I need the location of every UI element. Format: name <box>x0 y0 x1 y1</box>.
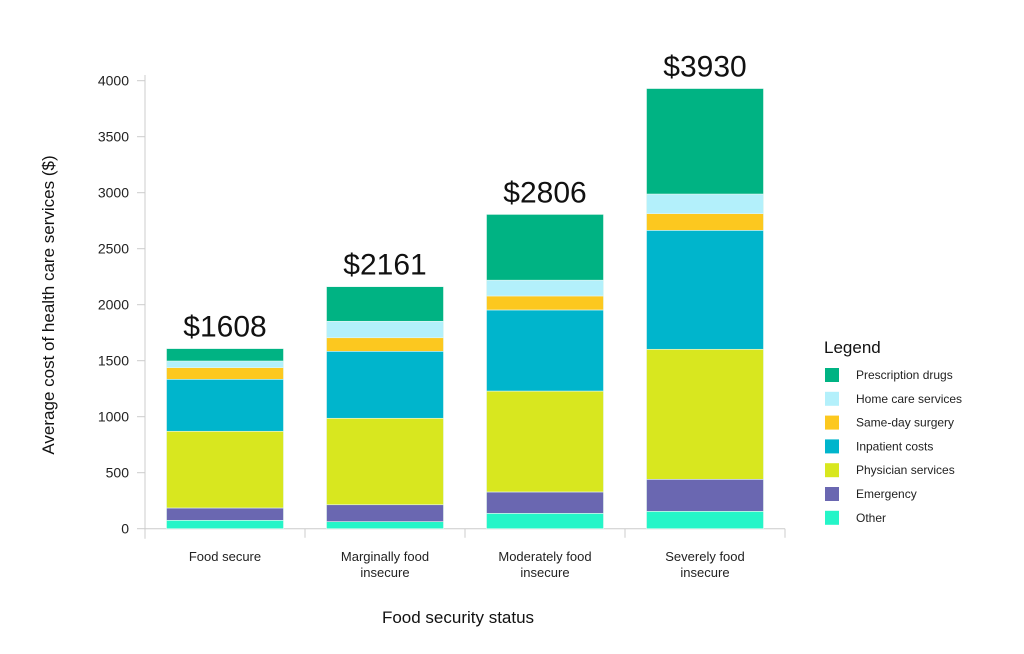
bar-segment-physician-services <box>166 430 284 509</box>
bars <box>166 88 764 530</box>
x-tick-label: insecure <box>520 565 569 580</box>
bar-segment-emergency <box>486 491 604 514</box>
legend-label: Other <box>856 511 886 525</box>
bar-segment-emergency <box>646 479 764 512</box>
x-tick-label: insecure <box>360 565 409 580</box>
total-label: $2161 <box>343 249 426 282</box>
y-tick-label: 500 <box>106 465 130 481</box>
bar-segment-prescription-drugs <box>326 286 444 322</box>
legend-swatch <box>825 439 839 454</box>
legend-swatch <box>825 463 839 478</box>
x-tick-label: Food secure <box>189 549 261 564</box>
bar-segment-physician-services <box>646 348 764 480</box>
y-tick-label: 0 <box>121 521 129 537</box>
bar-segment-inpatient-costs <box>646 230 764 350</box>
legend-swatch <box>825 368 839 382</box>
bar-segment-home-care-services <box>646 193 764 214</box>
legend-swatch <box>825 391 839 406</box>
bar-segment-emergency <box>166 507 284 521</box>
legend-title: Legend <box>824 338 881 357</box>
x-axis-title: Food security status <box>382 608 534 627</box>
bar-segment-home-care-services <box>166 360 284 368</box>
bar-segment-same-day-surgery <box>166 367 284 380</box>
legend-label: Emergency <box>856 487 917 501</box>
bar-segment-home-care-services <box>326 320 444 339</box>
bar-segment-other <box>326 521 444 529</box>
bar-segment-inpatient-costs <box>166 378 284 432</box>
y-tick-label: 1000 <box>98 409 129 425</box>
y-tick-label: 3000 <box>98 185 129 201</box>
x-tick-label: Moderately food <box>498 549 591 564</box>
y-tick-label: 1500 <box>98 353 129 369</box>
total-label: $3930 <box>663 51 746 84</box>
y-axis-title: Average cost of health care services ($) <box>39 155 58 454</box>
bar-segment-other <box>486 513 604 530</box>
bar-segment-other <box>166 519 284 529</box>
total-label: $2806 <box>503 176 586 209</box>
bar-segment-same-day-surgery <box>486 295 604 311</box>
legend-label: Home care services <box>856 392 962 406</box>
legend-label: Prescription drugs <box>856 368 953 382</box>
bar-segment-inpatient-costs <box>486 309 604 392</box>
bar-segment-physician-services <box>326 417 444 506</box>
legend-label: Physician services <box>856 463 955 477</box>
y-tick-label: 4000 <box>98 73 129 89</box>
legend-label: Inpatient costs <box>856 439 933 453</box>
bar-segment-prescription-drugs <box>646 88 764 195</box>
legend-swatch <box>825 487 839 501</box>
y-tick-label: 3500 <box>98 129 129 145</box>
bar-segment-home-care-services <box>486 279 604 297</box>
y-tick-label: 2000 <box>98 297 129 313</box>
x-tick-label: Severely food <box>665 549 745 564</box>
total-label: $1608 <box>183 311 266 344</box>
legend: Legend Prescription drugs Home care servi… <box>824 338 962 525</box>
bar-segment-other <box>646 511 764 529</box>
bar-segment-same-day-surgery <box>326 337 444 352</box>
bar-segment-same-day-surgery <box>646 213 764 231</box>
bar-segment-prescription-drugs <box>486 214 604 281</box>
y-tick-label: 2500 <box>98 241 129 257</box>
bar-segment-inpatient-costs <box>326 350 444 419</box>
bar-segment-physician-services <box>486 390 604 493</box>
legend-label: Same-day surgery <box>856 416 954 430</box>
bar-segment-prescription-drugs <box>166 348 284 362</box>
legend-swatch <box>825 415 839 430</box>
bar-segment-emergency <box>326 504 444 522</box>
legend-swatch <box>825 510 839 525</box>
x-tick-label: Marginally food <box>341 549 429 564</box>
x-tick-label: insecure <box>680 565 729 580</box>
